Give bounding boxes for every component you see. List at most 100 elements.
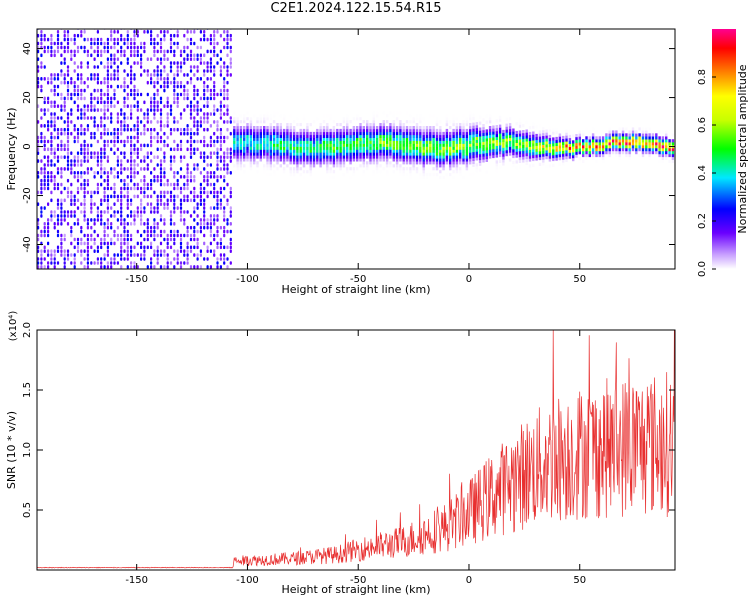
spectrogram-cell xyxy=(146,202,149,206)
spectrogram-cell xyxy=(143,45,146,50)
spectrogram-cell xyxy=(219,127,222,132)
spectrogram-cell xyxy=(223,186,226,191)
spectrogram-cell xyxy=(243,140,246,144)
spectrogram-cell xyxy=(239,161,243,165)
spectrogram-cell xyxy=(169,218,173,222)
spectrogram-cell xyxy=(522,135,525,140)
spectrogram-cell xyxy=(608,133,611,137)
spectrogram-cell xyxy=(209,69,212,73)
spectrogram-cell xyxy=(37,147,40,152)
spectrogram-cell xyxy=(126,206,129,210)
spectrogram-cell xyxy=(236,146,239,150)
spectrogram-cell xyxy=(389,123,392,127)
spectrogram-cell xyxy=(206,61,209,65)
spectrogram-cell xyxy=(269,164,272,168)
spectrogram-cell xyxy=(130,151,133,155)
spectrogram-cell xyxy=(279,134,282,138)
spectrogram-cell xyxy=(150,131,153,136)
spectrogram-cell xyxy=(472,137,475,141)
spectrogram-cell xyxy=(133,49,136,54)
spectrogram-cell xyxy=(196,104,199,108)
spectrogram-cell xyxy=(362,128,365,133)
spectrogram-cell xyxy=(37,104,40,108)
spectrogram-cell xyxy=(40,171,43,175)
spectrogram-cell xyxy=(103,116,106,120)
spectrogram-cell xyxy=(53,120,56,124)
spectrogram-cell xyxy=(336,161,339,165)
spectrogram-cell xyxy=(601,153,605,158)
spectrogram-cell xyxy=(272,152,276,156)
spectrogram-cell xyxy=(498,159,502,163)
spectrogram-cell xyxy=(179,249,183,253)
spectrogram-cell xyxy=(123,167,126,171)
spectrogram-cell xyxy=(558,139,562,143)
spectrogram-cell xyxy=(40,131,43,136)
spectrogram-cell xyxy=(272,126,276,130)
spectrogram-cell xyxy=(439,131,442,136)
spectrogram-cell xyxy=(73,237,76,242)
spectrogram-cell xyxy=(369,155,372,159)
spectrogram-cell xyxy=(70,37,73,42)
spectrogram-cell xyxy=(90,198,93,203)
spectrogram-cell xyxy=(356,152,359,156)
spectrogram-cell xyxy=(253,126,256,130)
spectrogram-cell xyxy=(409,175,412,180)
spectrogram-x-label: Height of straight line (km) xyxy=(281,283,430,296)
spectrogram-cell xyxy=(608,142,611,146)
spectrogram-cell xyxy=(120,206,123,210)
spectrogram-cell xyxy=(76,135,80,140)
spectrogram-cell xyxy=(366,173,369,177)
spectrogram-cell xyxy=(469,134,472,138)
spectrogram-cell xyxy=(352,175,356,180)
spectrogram-cell xyxy=(223,30,226,34)
spectrogram-cell xyxy=(395,111,399,115)
spectrogram-cell xyxy=(372,111,375,115)
spectrogram-cell xyxy=(120,124,123,128)
spectrogram-cell xyxy=(292,134,296,138)
spectrogram-cell xyxy=(469,137,472,141)
spectrogram-cell xyxy=(53,182,56,187)
spectrogram-cell xyxy=(269,111,272,115)
spectrogram-cell xyxy=(213,49,216,54)
spectrogram-cell xyxy=(153,175,156,179)
spectrogram-cell xyxy=(475,122,478,126)
spectrogram-cell xyxy=(159,194,163,199)
spectrogram-cell xyxy=(189,135,193,140)
spectrogram-cell xyxy=(100,245,103,250)
spectrogram-cell xyxy=(133,218,136,222)
spectrogram-cell xyxy=(56,92,60,97)
spectrogram-cell xyxy=(156,135,159,140)
snr-y-ticks: 0.51.01.52.0 xyxy=(22,322,675,518)
spectrogram-cell xyxy=(582,148,585,152)
spectrogram-cell xyxy=(233,175,236,180)
spectrogram-cell xyxy=(43,222,46,226)
spectrogram-cell xyxy=(133,104,136,108)
spectrogram-cell xyxy=(189,41,193,46)
spectrogram-cell xyxy=(226,120,229,124)
spectrogram-cell xyxy=(209,77,212,81)
spectrogram-cell xyxy=(146,143,149,148)
spectrogram-cell xyxy=(140,92,143,97)
spectrogram-cell xyxy=(126,233,129,238)
spectrogram-cell xyxy=(608,148,611,152)
spectrogram-cell xyxy=(395,140,399,144)
spectrogram-cell xyxy=(193,96,196,101)
spectrogram-cell xyxy=(286,155,289,159)
spectrogram-cell xyxy=(183,49,186,54)
spectrogram-cell xyxy=(206,96,209,101)
spectrogram-cell xyxy=(63,104,66,108)
spectrogram-cell xyxy=(120,84,123,89)
spectrogram-cell xyxy=(259,126,262,130)
spectrogram-cell xyxy=(236,128,239,133)
spectrogram-cell xyxy=(329,149,332,153)
spectrogram-cell xyxy=(76,159,80,163)
spectrogram-cell xyxy=(253,131,256,136)
spectrogram-cell xyxy=(306,161,309,165)
spectrogram-cell xyxy=(110,237,113,242)
spectrogram-cell xyxy=(209,249,212,253)
spectrogram-cell xyxy=(246,126,249,130)
spectrogram-cell xyxy=(213,249,216,253)
spectrogram-cell xyxy=(289,140,292,144)
spectrogram-cell xyxy=(199,190,202,195)
spectrogram-cell xyxy=(93,175,96,179)
